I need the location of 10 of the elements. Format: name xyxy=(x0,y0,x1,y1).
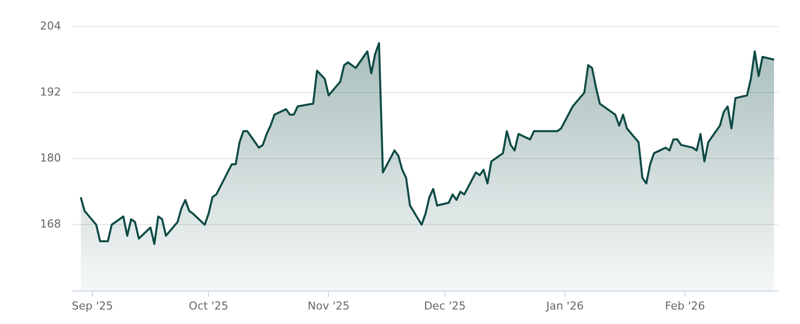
y-tick-label: 204 xyxy=(40,19,61,32)
x-tick-label: Nov '25 xyxy=(308,299,350,312)
y-tick-label: 192 xyxy=(40,86,61,99)
y-tick-label: 180 xyxy=(40,152,61,165)
x-tick-label: Jan '26 xyxy=(545,299,584,312)
y-tick-label: 168 xyxy=(40,218,61,231)
x-tick-label: Feb '26 xyxy=(665,299,706,312)
x-tick-label: Dec '25 xyxy=(424,299,466,312)
x-tick-label: Sep '25 xyxy=(72,299,113,312)
x-tick-label: Oct '25 xyxy=(188,299,228,312)
